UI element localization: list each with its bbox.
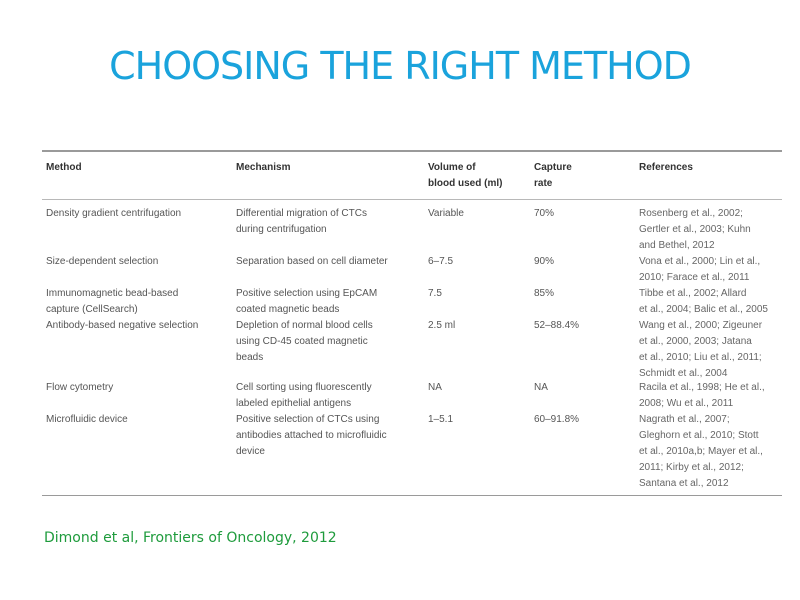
row-4-mechanism-line-1: Depletion of normal blood cells [236,320,373,331]
row-4-method: Antibody-based negative selection [46,318,198,334]
row-4-references: Wang et al., 2000; Zigeuner et al., 2000… [639,318,762,382]
row-5-mechanism-line-2: labeled epithelial antigens [236,398,352,409]
row-5-capture-rate: NA [534,382,548,393]
row-6-mechanism-line-1: Positive selection of CTCs using [236,414,380,425]
row-5-method: Flow cytometry [46,380,113,396]
row-1-references: Rosenberg et al., 2002; Gertler et al., … [639,206,751,254]
row-5-method-line-1: Flow cytometry [46,382,114,393]
row-2-mechanism-line-1: Separation based on cell diameter [236,256,388,267]
row-1-method: Density gradient centrifugation [46,206,181,222]
row-6-references-line-5: Santana et al., 2012 [639,478,729,489]
row-2-volume: 6–7.5 [428,256,454,267]
header-references: References [639,162,693,173]
row-1-method-line-1: Density gradient centrifugation [46,208,182,219]
row-6-volume: 1–5.1 [428,414,454,425]
row-6-references-line-2: Gleghorn et al., 2010; Stott [639,430,759,441]
row-2-references-line-2: 2010; Farace et al., 2011 [639,272,750,283]
table-top-rule [42,150,782,152]
row-3-references-line-2: et al., 2004; Balic et al., 2005 [639,304,768,315]
row-5-mechanism-line-1: Cell sorting using fluorescently [236,382,372,393]
row-2-references: Vona et al., 2000; Lin et al., 2010; Far… [639,254,760,286]
slide-title: CHOOSING THE RIGHT METHOD [109,44,692,88]
row-4-references-line-3: et al., 2010; Liu et al., 2011; [639,352,762,363]
header-capture-rate: Capture rate [534,160,572,192]
row-1-references-line-1: Rosenberg et al., 2002; [639,208,743,219]
row-6-capture-rate: 60–91.8% [534,414,580,425]
row-3-references-line-1: Tibbe et al., 2002; Allard [639,288,747,299]
header-capture-line-1: Capture [534,162,572,173]
row-1-volume: Variable [428,208,464,219]
row-3-capture-rate: 85% [534,288,555,299]
row-1-capture-rate: 70% [534,208,555,219]
row-6-references-line-4: 2011; Kirby et al., 2012; [639,462,744,473]
row-5-volume: NA [428,382,442,393]
row-4-volume: 2.5 ml [428,320,456,331]
row-4-mechanism-line-3: beads [236,352,264,363]
row-6-references: Nagrath et al., 2007; Gleghorn et al., 2… [639,412,763,492]
table-bottom-rule [42,495,782,496]
methods-table: Method Mechanism Volume of blood used (m… [42,150,782,496]
header-volume-line-1: Volume of [428,162,476,173]
row-3-method-line-2: capture (CellSearch) [46,304,138,315]
row-4-mechanism: Depletion of normal blood cells using CD… [236,318,373,366]
row-5-references: Racila et al., 1998; He et al., 2008; Wu… [639,380,765,412]
row-6-method-line-1: Microfluidic device [46,414,128,425]
row-6-method: Microfluidic device [46,412,128,428]
row-2-references-line-1: Vona et al., 2000; Lin et al., [639,256,761,267]
row-2-mechanism: Separation based on cell diameter [236,254,388,270]
row-1-references-line-2: Gertler et al., 2003; Kuhn [639,224,751,235]
row-6-references-line-1: Nagrath et al., 2007; [639,414,730,425]
row-6-references-line-3: et al., 2010a,b; Mayer et al., [639,446,763,457]
row-4-references-line-4: Schmidt et al., 2004 [639,368,728,379]
row-4-method-line-1: Antibody-based negative selection [46,320,199,331]
row-3-mechanism-line-2: coated magnetic beads [236,304,340,315]
row-4-references-line-1: Wang et al., 2000; Zigeuner [639,320,763,331]
table-header-rule [42,199,782,200]
row-5-mechanism: Cell sorting using fluorescently labeled… [236,380,372,412]
row-2-method: Size-dependent selection [46,254,158,270]
row-3-references: Tibbe et al., 2002; Allard et al., 2004;… [639,286,768,318]
row-3-method-line-1: Immunomagnetic bead-based [46,288,179,299]
row-2-capture-rate: 90% [534,256,555,267]
row-3-method: Immunomagnetic bead-based capture (CellS… [46,286,178,318]
row-6-mechanism: Positive selection of CTCs using antibod… [236,412,387,460]
row-3-mechanism: Positive selection using EpCAM coated ma… [236,286,377,318]
row-1-mechanism: Differential migration of CTCs during ce… [236,206,367,238]
header-method: Method [46,162,82,173]
row-6-mechanism-line-3: device [236,446,265,457]
row-4-capture-rate: 52–88.4% [534,320,580,331]
row-1-references-line-3: and Bethel, 2012 [639,240,715,251]
row-1-mechanism-line-1: Differential migration of CTCs [236,208,367,219]
row-3-volume: 7.5 [428,288,442,299]
header-mechanism: Mechanism [236,162,291,173]
row-4-references-line-2: et al., 2000, 2003; Jatana [639,336,752,347]
row-3-mechanism-line-1: Positive selection using EpCAM [236,288,378,299]
row-1-mechanism-line-2: during centrifugation [236,224,327,235]
source-citation: Dimond et al, Frontiers of Oncology, 201… [44,530,337,546]
row-2-method-line-1: Size-dependent selection [46,256,159,267]
row-5-references-line-1: Racila et al., 1998; He et al., [639,382,765,393]
header-volume-line-2: blood used (ml) [428,178,503,189]
row-4-mechanism-line-2: using CD-45 coated magnetic [236,336,368,347]
header-volume: Volume of blood used (ml) [428,160,502,192]
row-6-mechanism-line-2: antibodies attached to microfluidic [236,430,387,441]
row-5-references-line-2: 2008; Wu et al., 2011 [639,398,734,409]
header-capture-line-2: rate [534,178,553,189]
